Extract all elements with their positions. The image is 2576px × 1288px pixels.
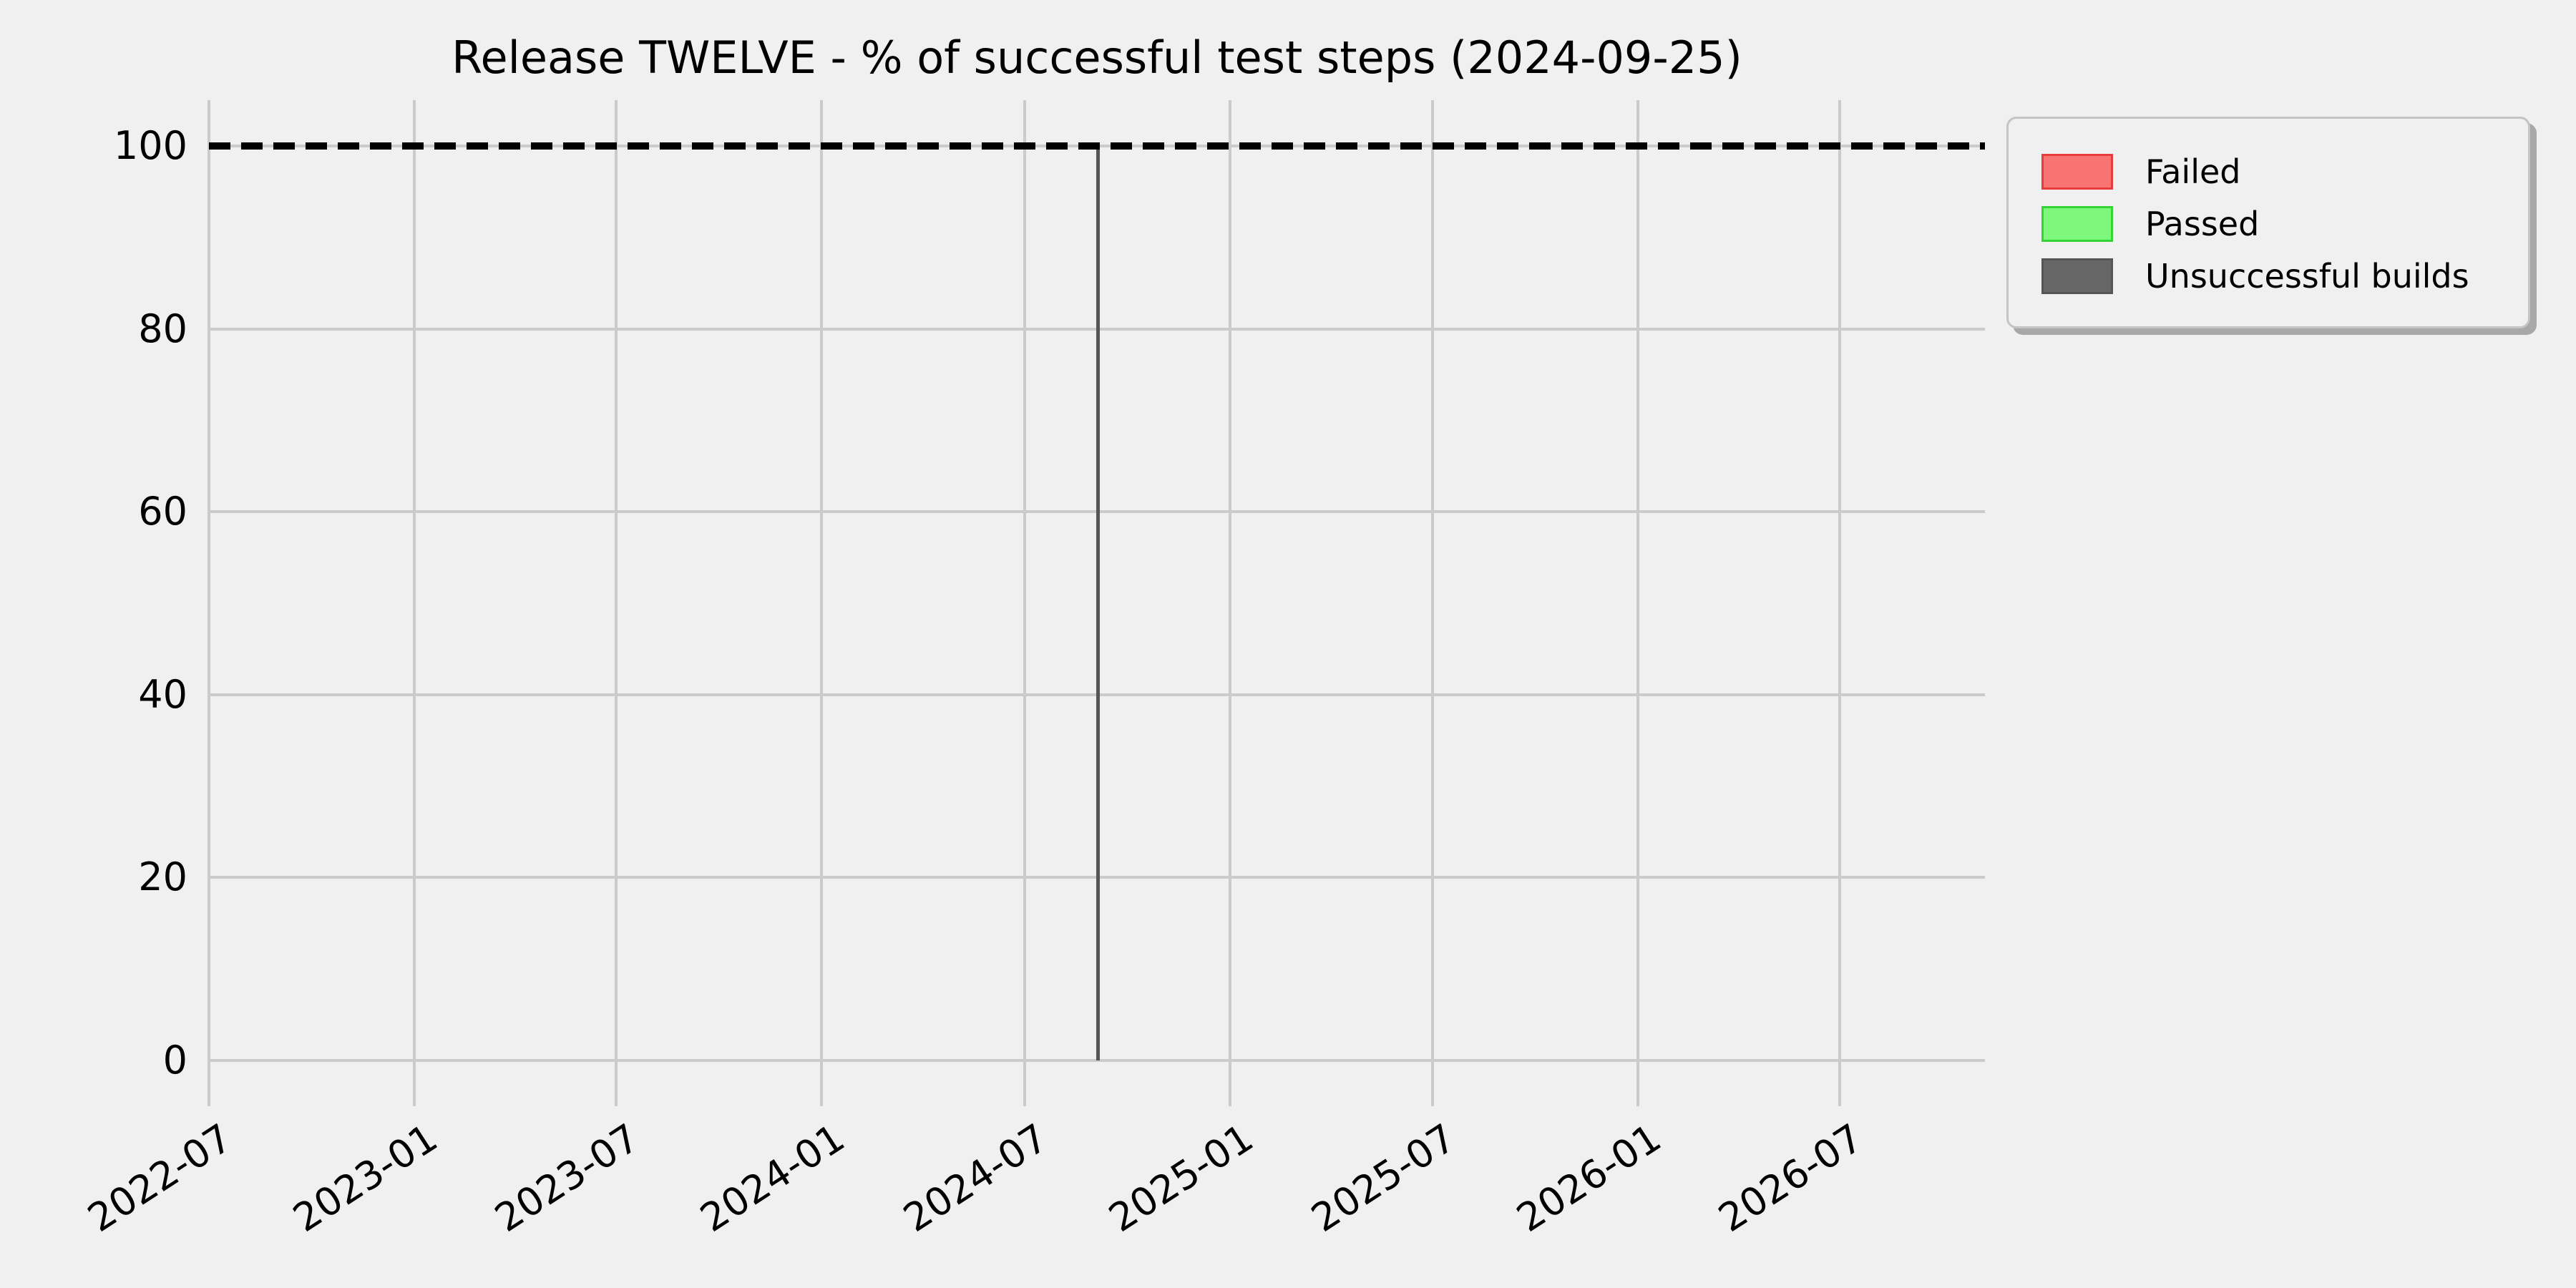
bar-unsuccessful-builds — [1096, 145, 1100, 1061]
gridline-y-0 — [209, 1059, 1985, 1063]
gridline-x-2024-01 — [820, 100, 824, 1106]
y-axis-tick-label: 60 — [138, 489, 187, 535]
target-line — [209, 142, 1985, 150]
gridline-x-2023-07 — [615, 100, 618, 1106]
x-axis-tick-label: 2026-07 — [1710, 1115, 1871, 1241]
x-axis-tick-label: 2022-07 — [79, 1115, 240, 1241]
gridline-x-2022-07 — [208, 100, 210, 1106]
x-axis-tick-label: 2025-07 — [1303, 1115, 1464, 1241]
gridline-x-2026-01 — [1636, 100, 1639, 1106]
legend-label-unsuccessful-builds: Unsuccessful builds — [2145, 257, 2469, 296]
legend-label-failed: Failed — [2145, 152, 2241, 191]
x-axis-tick-label: 2024-07 — [896, 1115, 1056, 1241]
plot-area — [208, 100, 1985, 1106]
x-axis-tick-label: 2025-01 — [1101, 1115, 1262, 1241]
failed-swatch — [2041, 154, 2113, 190]
x-axis-tick-label: 2026-01 — [1508, 1115, 1669, 1241]
x-axis-tick-label: 2023-07 — [487, 1115, 648, 1241]
y-axis-tick-label: 0 — [162, 1038, 187, 1083]
y-axis-tick-label: 40 — [138, 671, 187, 717]
y-axis-tick-label: 20 — [138, 854, 187, 900]
gridline-x-2026-07 — [1838, 100, 1842, 1106]
unsuccessful-builds-swatch — [2041, 258, 2113, 294]
chart-title: Release TWELVE - % of successful test st… — [452, 31, 1742, 84]
legend-item-unsuccessful-builds: Unsuccessful builds — [2041, 258, 2499, 295]
gridline-x-2023-01 — [413, 100, 416, 1106]
x-axis-tick-label: 2023-01 — [285, 1115, 446, 1241]
legend-label-passed: Passed — [2145, 205, 2260, 243]
y-axis-tick-label: 80 — [138, 306, 187, 351]
legend: Failed Passed Unsuccessful builds — [2006, 117, 2530, 328]
legend-item-failed: Failed — [2041, 153, 2499, 190]
y-axis-tick-label: 100 — [113, 122, 187, 168]
gridline-x-2024-07 — [1023, 100, 1027, 1106]
gridline-x-2025-01 — [1229, 100, 1232, 1106]
gridline-x-2025-07 — [1430, 100, 1434, 1106]
x-axis-tick-label: 2024-01 — [693, 1115, 853, 1241]
passed-swatch — [2041, 206, 2113, 242]
legend-item-passed: Passed — [2041, 205, 2499, 243]
